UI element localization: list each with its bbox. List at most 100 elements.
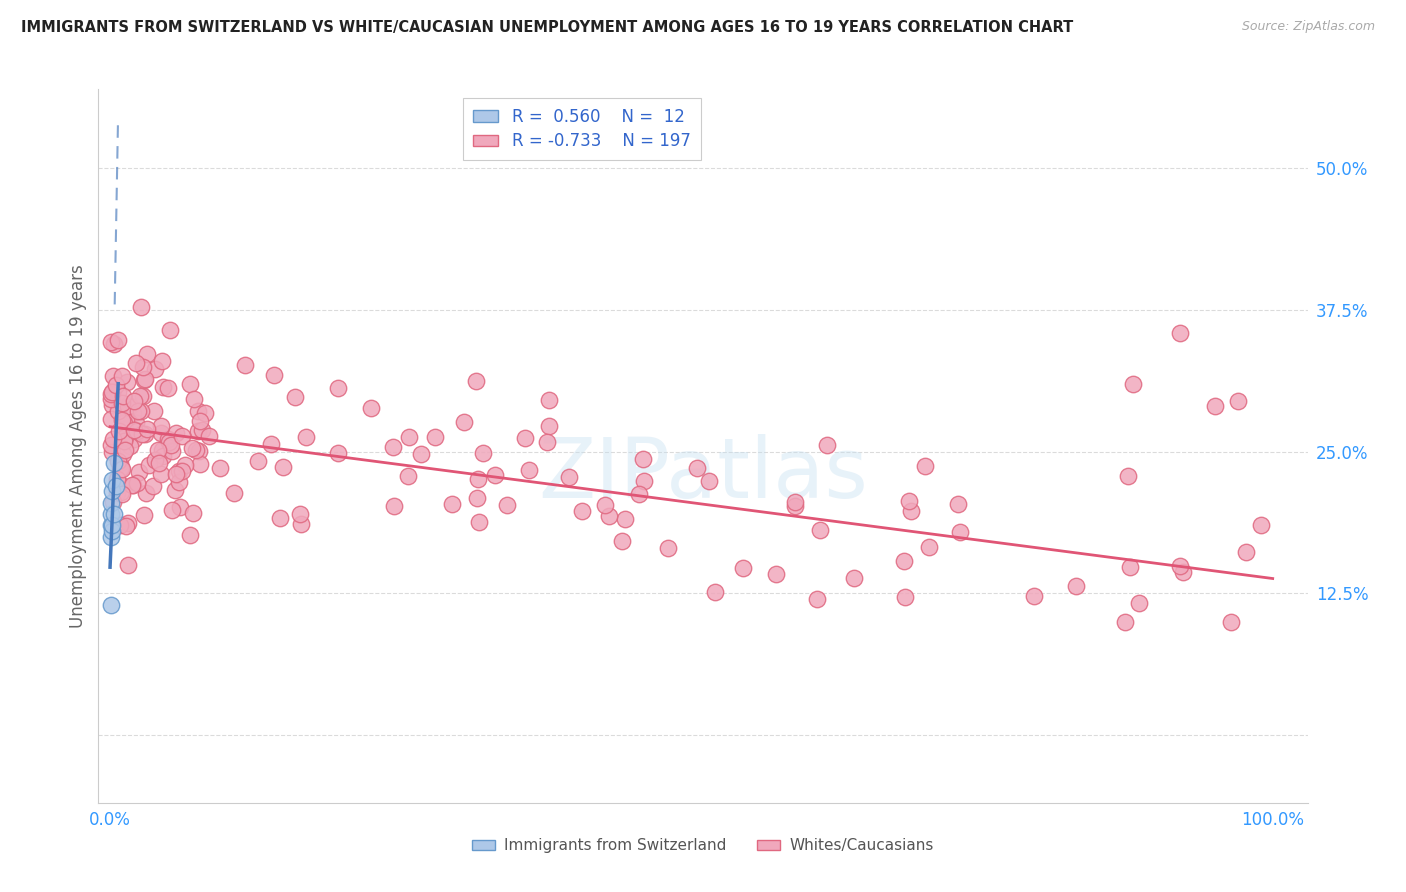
Point bbox=[103, 336, 125, 351]
Point bbox=[949, 525, 972, 540]
Point bbox=[423, 430, 446, 444]
Point bbox=[131, 426, 153, 441]
Point bbox=[187, 443, 209, 458]
Point bbox=[260, 437, 283, 451]
Point bbox=[100, 411, 122, 425]
Point bbox=[467, 473, 489, 487]
Point bbox=[187, 424, 209, 438]
Point bbox=[117, 558, 139, 572]
Point bbox=[110, 460, 132, 475]
Point bbox=[697, 474, 720, 488]
Point bbox=[111, 419, 134, 434]
Point bbox=[513, 431, 536, 445]
Point bbox=[495, 498, 517, 512]
Point bbox=[101, 473, 124, 487]
Point bbox=[288, 507, 311, 521]
Point bbox=[173, 458, 195, 472]
Point bbox=[150, 354, 173, 368]
Point bbox=[100, 335, 122, 350]
Point bbox=[114, 422, 136, 436]
Point bbox=[125, 416, 148, 430]
Point bbox=[172, 464, 194, 478]
Point bbox=[114, 442, 136, 457]
Point bbox=[900, 504, 922, 518]
Point bbox=[104, 478, 127, 492]
Point bbox=[179, 528, 201, 542]
Point bbox=[101, 432, 124, 446]
Point bbox=[145, 362, 167, 376]
Point bbox=[146, 443, 169, 458]
Point bbox=[844, 571, 866, 585]
Point bbox=[131, 404, 153, 418]
Point bbox=[328, 381, 350, 395]
Point bbox=[114, 413, 136, 427]
Point bbox=[143, 404, 166, 418]
Point bbox=[198, 429, 221, 443]
Point bbox=[115, 518, 138, 533]
Point bbox=[112, 434, 135, 449]
Point bbox=[815, 438, 838, 452]
Point bbox=[167, 475, 190, 489]
Point bbox=[188, 414, 211, 428]
Point bbox=[152, 449, 174, 463]
Point bbox=[188, 457, 211, 471]
Point bbox=[125, 356, 148, 370]
Point bbox=[453, 415, 475, 429]
Point bbox=[101, 518, 124, 533]
Point bbox=[733, 561, 755, 575]
Point bbox=[269, 511, 291, 525]
Point bbox=[598, 508, 620, 523]
Point bbox=[132, 389, 155, 403]
Point bbox=[156, 381, 179, 395]
Point bbox=[100, 386, 122, 401]
Point bbox=[326, 445, 349, 459]
Point bbox=[465, 375, 488, 389]
Point bbox=[101, 384, 124, 399]
Point bbox=[948, 497, 970, 511]
Point bbox=[128, 466, 150, 480]
Point bbox=[612, 533, 634, 548]
Point bbox=[484, 468, 506, 483]
Point bbox=[100, 398, 122, 412]
Point bbox=[122, 406, 145, 420]
Point bbox=[112, 416, 135, 430]
Point bbox=[134, 372, 156, 386]
Point bbox=[536, 435, 558, 450]
Point bbox=[1226, 393, 1249, 408]
Point bbox=[160, 438, 183, 452]
Point bbox=[1122, 376, 1144, 391]
Point bbox=[107, 385, 129, 400]
Point bbox=[110, 484, 132, 499]
Point bbox=[100, 495, 122, 509]
Point bbox=[122, 432, 145, 446]
Point bbox=[100, 530, 122, 544]
Point bbox=[893, 590, 915, 604]
Point bbox=[271, 460, 294, 475]
Point bbox=[517, 463, 540, 477]
Point bbox=[100, 518, 122, 533]
Point bbox=[101, 484, 124, 499]
Point bbox=[111, 462, 134, 476]
Point bbox=[783, 499, 806, 513]
Text: ZIPatlas: ZIPatlas bbox=[538, 434, 868, 515]
Point bbox=[181, 441, 204, 455]
Point bbox=[156, 433, 179, 447]
Point bbox=[538, 419, 561, 434]
Point bbox=[396, 468, 419, 483]
Point bbox=[808, 523, 831, 537]
Point bbox=[111, 487, 134, 501]
Point bbox=[1116, 469, 1139, 483]
Y-axis label: Unemployment Among Ages 16 to 19 years: Unemployment Among Ages 16 to 19 years bbox=[69, 264, 87, 628]
Point bbox=[170, 429, 193, 443]
Point bbox=[209, 461, 232, 475]
Point bbox=[169, 464, 191, 478]
Point bbox=[100, 507, 122, 521]
Point bbox=[409, 447, 432, 461]
Point bbox=[100, 438, 122, 452]
Legend: Immigrants from Switzerland, Whites/Caucasians: Immigrants from Switzerland, Whites/Cauc… bbox=[467, 832, 939, 859]
Point bbox=[593, 499, 616, 513]
Point bbox=[157, 435, 180, 450]
Point bbox=[134, 508, 156, 522]
Point bbox=[110, 369, 132, 384]
Point bbox=[183, 392, 205, 406]
